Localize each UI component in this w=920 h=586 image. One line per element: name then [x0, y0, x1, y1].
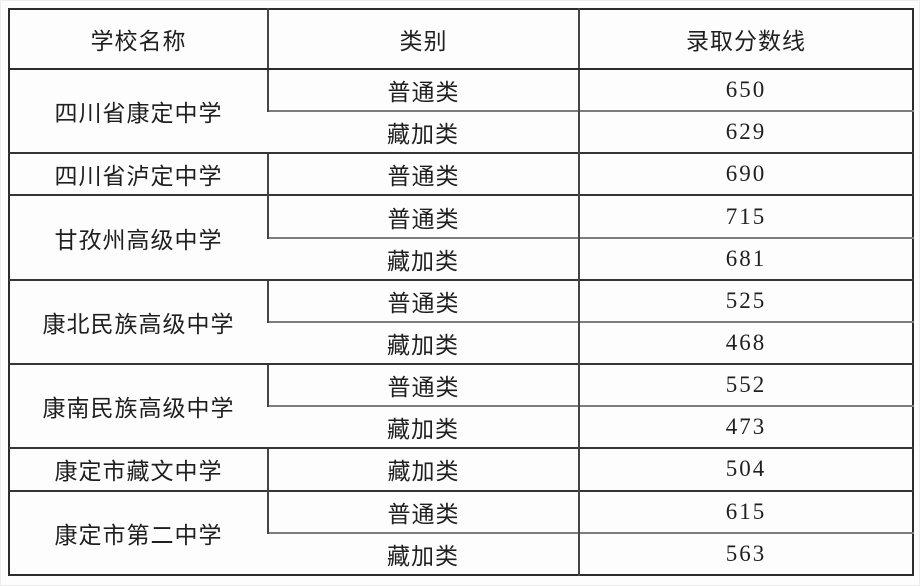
category-cell: 普通类	[267, 363, 579, 407]
category-cell: 普通类	[267, 194, 579, 238]
category-cell: 普通类	[267, 278, 579, 322]
table-row: 藏加类 681	[9, 236, 913, 280]
score-cell: 525	[578, 278, 913, 322]
school-cell: 康北民族高级中学	[9, 278, 268, 365]
table-row: 四川省泸定中学 普通类 690	[9, 152, 913, 196]
table-row: 藏加类 473	[9, 405, 913, 449]
table-row: 四川省康定中学 普通类 650	[9, 67, 913, 154]
category-cell: 藏加类	[268, 236, 579, 280]
score-cell: 615	[578, 489, 913, 533]
category-cell: 藏加类	[268, 110, 579, 154]
table-header: 学校名称 类别 录取分数线	[9, 9, 913, 70]
header-category: 类别	[267, 9, 579, 70]
table-body: 四川省康定中学 普通类 650 藏加类 629 四川省泸定中学 普通类 690 …	[9, 67, 913, 575]
category-cell: 藏加类	[267, 447, 579, 491]
score-cell: 681	[578, 236, 913, 280]
table-row: 藏加类 468	[9, 320, 913, 365]
header-row: 学校名称 类别 录取分数线	[9, 9, 913, 70]
category-cell: 普通类	[267, 489, 579, 533]
table-row: 甘孜州高级中学 普通类 715	[9, 194, 913, 280]
school-cell: 甘孜州高级中学	[9, 194, 268, 280]
table-row: 康定市第二中学 普通类 615	[9, 489, 913, 575]
school-cell: 四川省泸定中学	[9, 152, 268, 196]
category-cell: 藏加类	[268, 531, 579, 575]
score-cell: 715	[578, 194, 913, 238]
score-cell: 473	[578, 405, 913, 449]
table-row: 藏加类 563	[9, 531, 913, 575]
category-cell: 藏加类	[268, 405, 579, 449]
header-score-line: 录取分数线	[578, 9, 913, 70]
header-school-name: 学校名称	[9, 9, 268, 70]
category-cell: 藏加类	[268, 320, 579, 365]
category-cell: 普通类	[267, 67, 579, 112]
table-row: 藏加类 629	[9, 110, 913, 154]
score-cell: 629	[578, 110, 913, 154]
table-row: 康南民族高级中学 普通类 552	[9, 363, 913, 449]
score-cell: 650	[578, 67, 913, 112]
school-cell: 康南民族高级中学	[9, 363, 268, 449]
score-cell: 504	[578, 447, 913, 491]
score-cell: 552	[578, 363, 913, 407]
school-cell: 康定市藏文中学	[9, 447, 268, 491]
table-row: 康北民族高级中学 普通类 525	[9, 278, 913, 365]
admission-score-table: 学校名称 类别 录取分数线 四川省康定中学 普通类 650 藏加类 629 四川…	[8, 8, 914, 576]
category-cell: 普通类	[267, 152, 579, 196]
school-cell: 康定市第二中学	[9, 489, 268, 575]
score-cell: 468	[578, 320, 913, 365]
score-cell: 563	[578, 531, 913, 575]
school-cell: 四川省康定中学	[9, 67, 268, 154]
score-cell: 690	[578, 152, 913, 196]
table-row: 康定市藏文中学 藏加类 504	[9, 447, 913, 491]
